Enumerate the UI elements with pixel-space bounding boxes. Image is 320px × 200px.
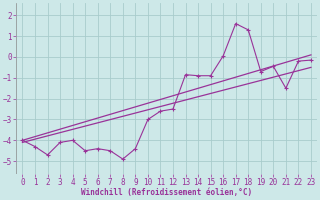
- X-axis label: Windchill (Refroidissement éolien,°C): Windchill (Refroidissement éolien,°C): [81, 188, 252, 197]
